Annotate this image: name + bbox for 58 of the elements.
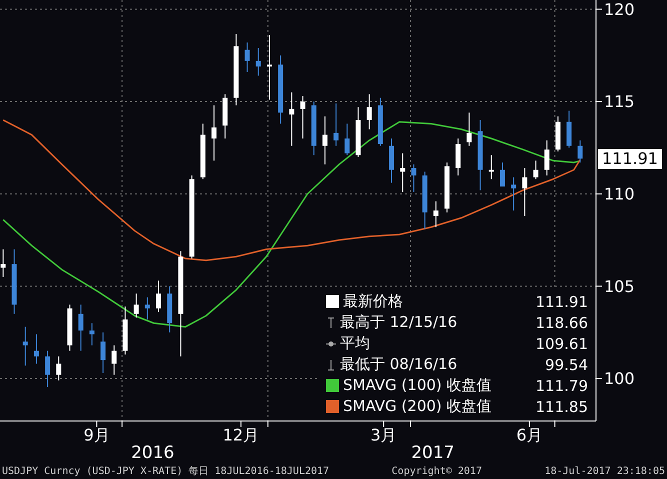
candlestick [156,280,162,313]
candlestick [389,138,394,184]
x-tick-label: 6月 [516,425,543,444]
candlestick [100,332,106,374]
candlestick [89,322,94,346]
candlestick [211,104,216,162]
candlestick [134,293,139,318]
annotation: 111.79 [536,376,588,394]
annotation: 111.85 [536,398,588,416]
text: Copyright© 2017 [392,466,482,476]
candlestick [0,248,6,278]
text: 18-Jul-2017 23:18:05 [544,466,665,476]
text: 2017 [411,443,454,463]
candlestick [300,96,306,139]
x-tick-label: 9月 [84,425,110,444]
legend-label: SMAVG (200) 收盘值 [343,397,493,416]
candlestick [56,356,62,381]
text: USDJPY Curncy (USD-JPY X-RATE) 每日 18JUL2016-18JUL2017 [2,465,330,478]
candlestick [511,176,516,211]
text: 最低于 08/16/16 99.54 [340,355,588,374]
candlestick [544,140,550,176]
text: 最高于 12/15/16 118.66 [340,313,588,332]
candlestick [433,200,438,228]
candlestick [34,334,39,364]
candlestick [289,92,294,146]
candlestick [112,344,117,376]
candlestick [522,168,528,217]
candlestick [533,160,538,180]
candlestick [45,350,50,388]
legend-label: 最新价格 [343,292,404,311]
candlestick [78,304,84,352]
text: 111.91 [598,148,662,169]
legend-label: SMAVG (100) 收盘值 [343,376,493,395]
candlestick [244,42,250,73]
x-tick-label: 12月 [222,425,260,444]
y-tick-label: 110 [604,184,635,204]
candlestick [466,112,472,146]
candlestick [578,140,583,163]
candlestick [322,116,328,165]
candlestick [266,34,272,100]
y-tick-label: 100 [604,369,635,388]
y-tick-label: 105 [604,276,635,296]
candlestick [22,326,28,366]
candlestick [256,48,261,76]
candlestick [500,162,505,187]
y-tick-label: 120 [604,0,635,19]
candlestick [334,102,339,146]
text: 2016 [131,443,174,463]
annotation: 111.91 [536,292,588,310]
y-tick-label: 115 [604,92,635,112]
candlestick [566,110,572,148]
candlestick [366,94,372,130]
candlestick [411,164,416,193]
candlestick [344,123,350,156]
candlestick [144,296,150,320]
text: 平均 109.61 [340,334,588,352]
candlestick [400,152,406,193]
x-tick-label: 3月 [370,425,397,444]
